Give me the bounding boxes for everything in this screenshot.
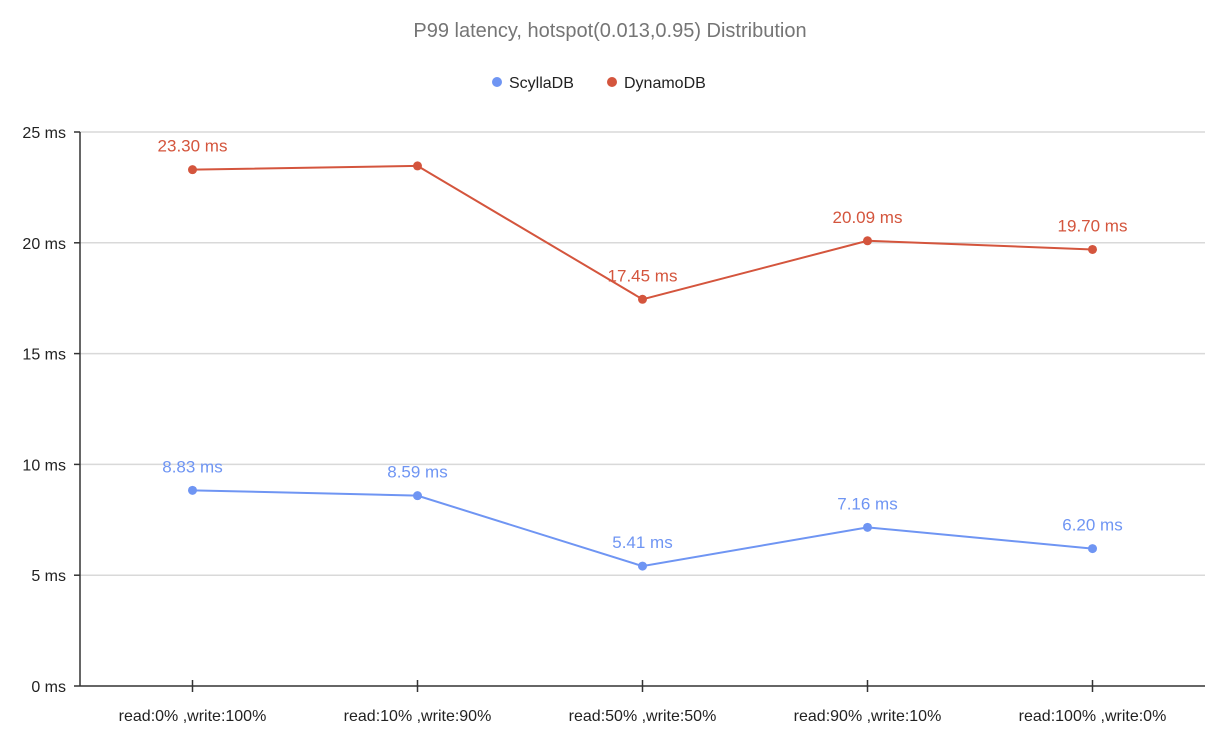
x-tick-label: read:0% ,write:100% [119, 708, 267, 725]
data-label-dynamodb: 19.70 ms [1058, 216, 1128, 235]
data-point-dynamodb [638, 294, 647, 304]
data-point-scylladb [413, 491, 422, 501]
legend-marker-scylladb [492, 77, 502, 87]
x-tick-label: read:90% ,write:10% [794, 708, 942, 725]
data-label-scylladb: 6.20 ms [1062, 516, 1122, 535]
data-point-scylladb [1088, 544, 1097, 554]
y-tick-label: 5 ms [31, 568, 66, 585]
data-point-dynamodb [1088, 244, 1097, 254]
y-tick-label: 25 ms [22, 125, 66, 142]
y-tick-label: 15 ms [22, 347, 66, 364]
series-line-scylladb [192, 489, 1093, 568]
legend-label-dynamodb: DynamoDB [624, 75, 706, 92]
legend-label-scylladb: ScyllaDB [509, 75, 574, 92]
x-tick-label: read:10% ,write:90% [344, 708, 492, 725]
data-label-dynamodb: 20.09 ms [833, 208, 903, 227]
data-point-dynamodb [413, 161, 422, 171]
y-tick-label: 0 ms [31, 679, 66, 696]
y-tick-label: 20 ms [22, 236, 66, 253]
x-tick-label: read:50% ,write:50% [569, 708, 717, 725]
data-label-scylladb: 7.16 ms [837, 494, 897, 513]
x-tick-label: read:100% ,write:0% [1019, 708, 1167, 725]
data-point-scylladb [863, 522, 872, 532]
chart-title: P99 latency, hotspot(0.013,0.95) Distrib… [413, 20, 806, 42]
data-point-scylladb [638, 561, 647, 571]
y-tick-label: 10 ms [22, 457, 66, 474]
data-label-scylladb: 8.83 ms [162, 457, 222, 476]
legend: ScyllaDB DynamoDB [492, 75, 706, 92]
data-point-dynamodb [863, 236, 872, 246]
data-label-scylladb: 8.59 ms [387, 463, 447, 482]
data-label-dynamodb: 17.45 ms [608, 266, 678, 285]
data-label-dynamodb: 23.30 ms [158, 137, 228, 156]
data-label-scylladb: 5.41 ms [612, 533, 672, 552]
data-point-scylladb [188, 485, 197, 495]
data-point-dynamodb [188, 165, 197, 175]
legend-marker-dynamodb [607, 77, 617, 87]
